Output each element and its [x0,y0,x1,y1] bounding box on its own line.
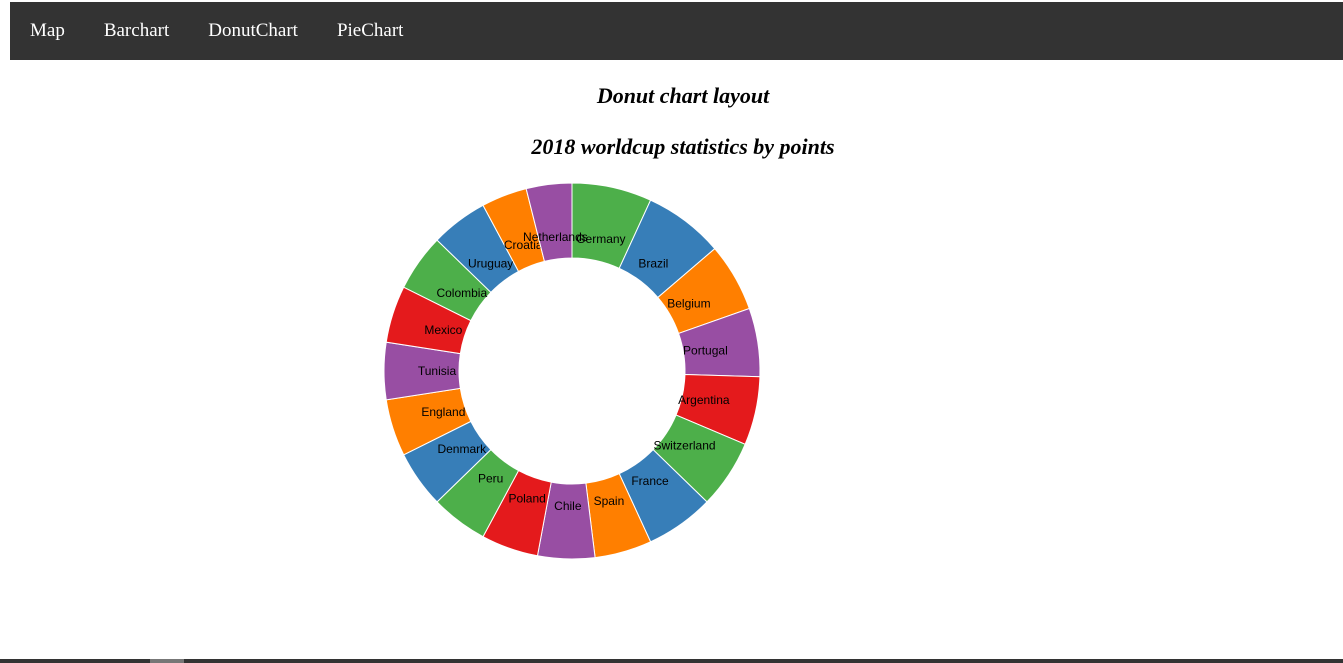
slice-label-spain: Spain [594,494,625,508]
slice-label-switzerland: Switzerland [654,439,716,453]
slice-label-denmark: Denmark [437,442,487,456]
slice-label-colombia: Colombia [436,286,487,300]
nav-link-map[interactable]: Map [30,20,65,41]
horizontal-scrollbar[interactable] [0,659,1343,663]
scrollbar-thumb[interactable] [150,659,184,663]
slice-label-france: France [631,474,669,488]
slice-label-england: England [421,405,465,419]
slice-label-brazil: Brazil [638,256,668,270]
slice-label-argentina: Argentina [678,393,730,407]
top-navbar: Map Barchart DonutChart PieChart [10,2,1343,60]
slice-label-uruguay: Uruguay [468,256,513,270]
slice-label-mexico: Mexico [424,323,462,337]
nav-link-barchart[interactable]: Barchart [103,20,170,41]
nav-link-donutchart[interactable]: DonutChart [208,20,298,41]
slice-label-netherlands: Netherlands [523,230,588,244]
slice-label-croatia: Croatia [504,238,543,252]
page-title: Donut chart layout [596,83,770,108]
slice-label-tunisia: Tunisia [418,364,457,378]
nav-link-piechart[interactable]: PieChart [336,20,404,41]
slice-label-germany: Germany [576,232,625,246]
slice-label-portugal: Portugal [683,343,728,357]
donut-chart: Germany Brazil Belgium Portugal Argentina Swi… [383,182,761,560]
slice-label-belgium: Belgium [667,297,710,311]
donut-slice-netherlands[interactable] [525,182,573,263]
chart-title: 2018 worldcup statistics by points [531,134,835,159]
slice-label-peru: Peru [478,472,503,486]
slice-label-chile: Chile [554,499,582,513]
slice-label-poland: Poland [508,491,545,505]
